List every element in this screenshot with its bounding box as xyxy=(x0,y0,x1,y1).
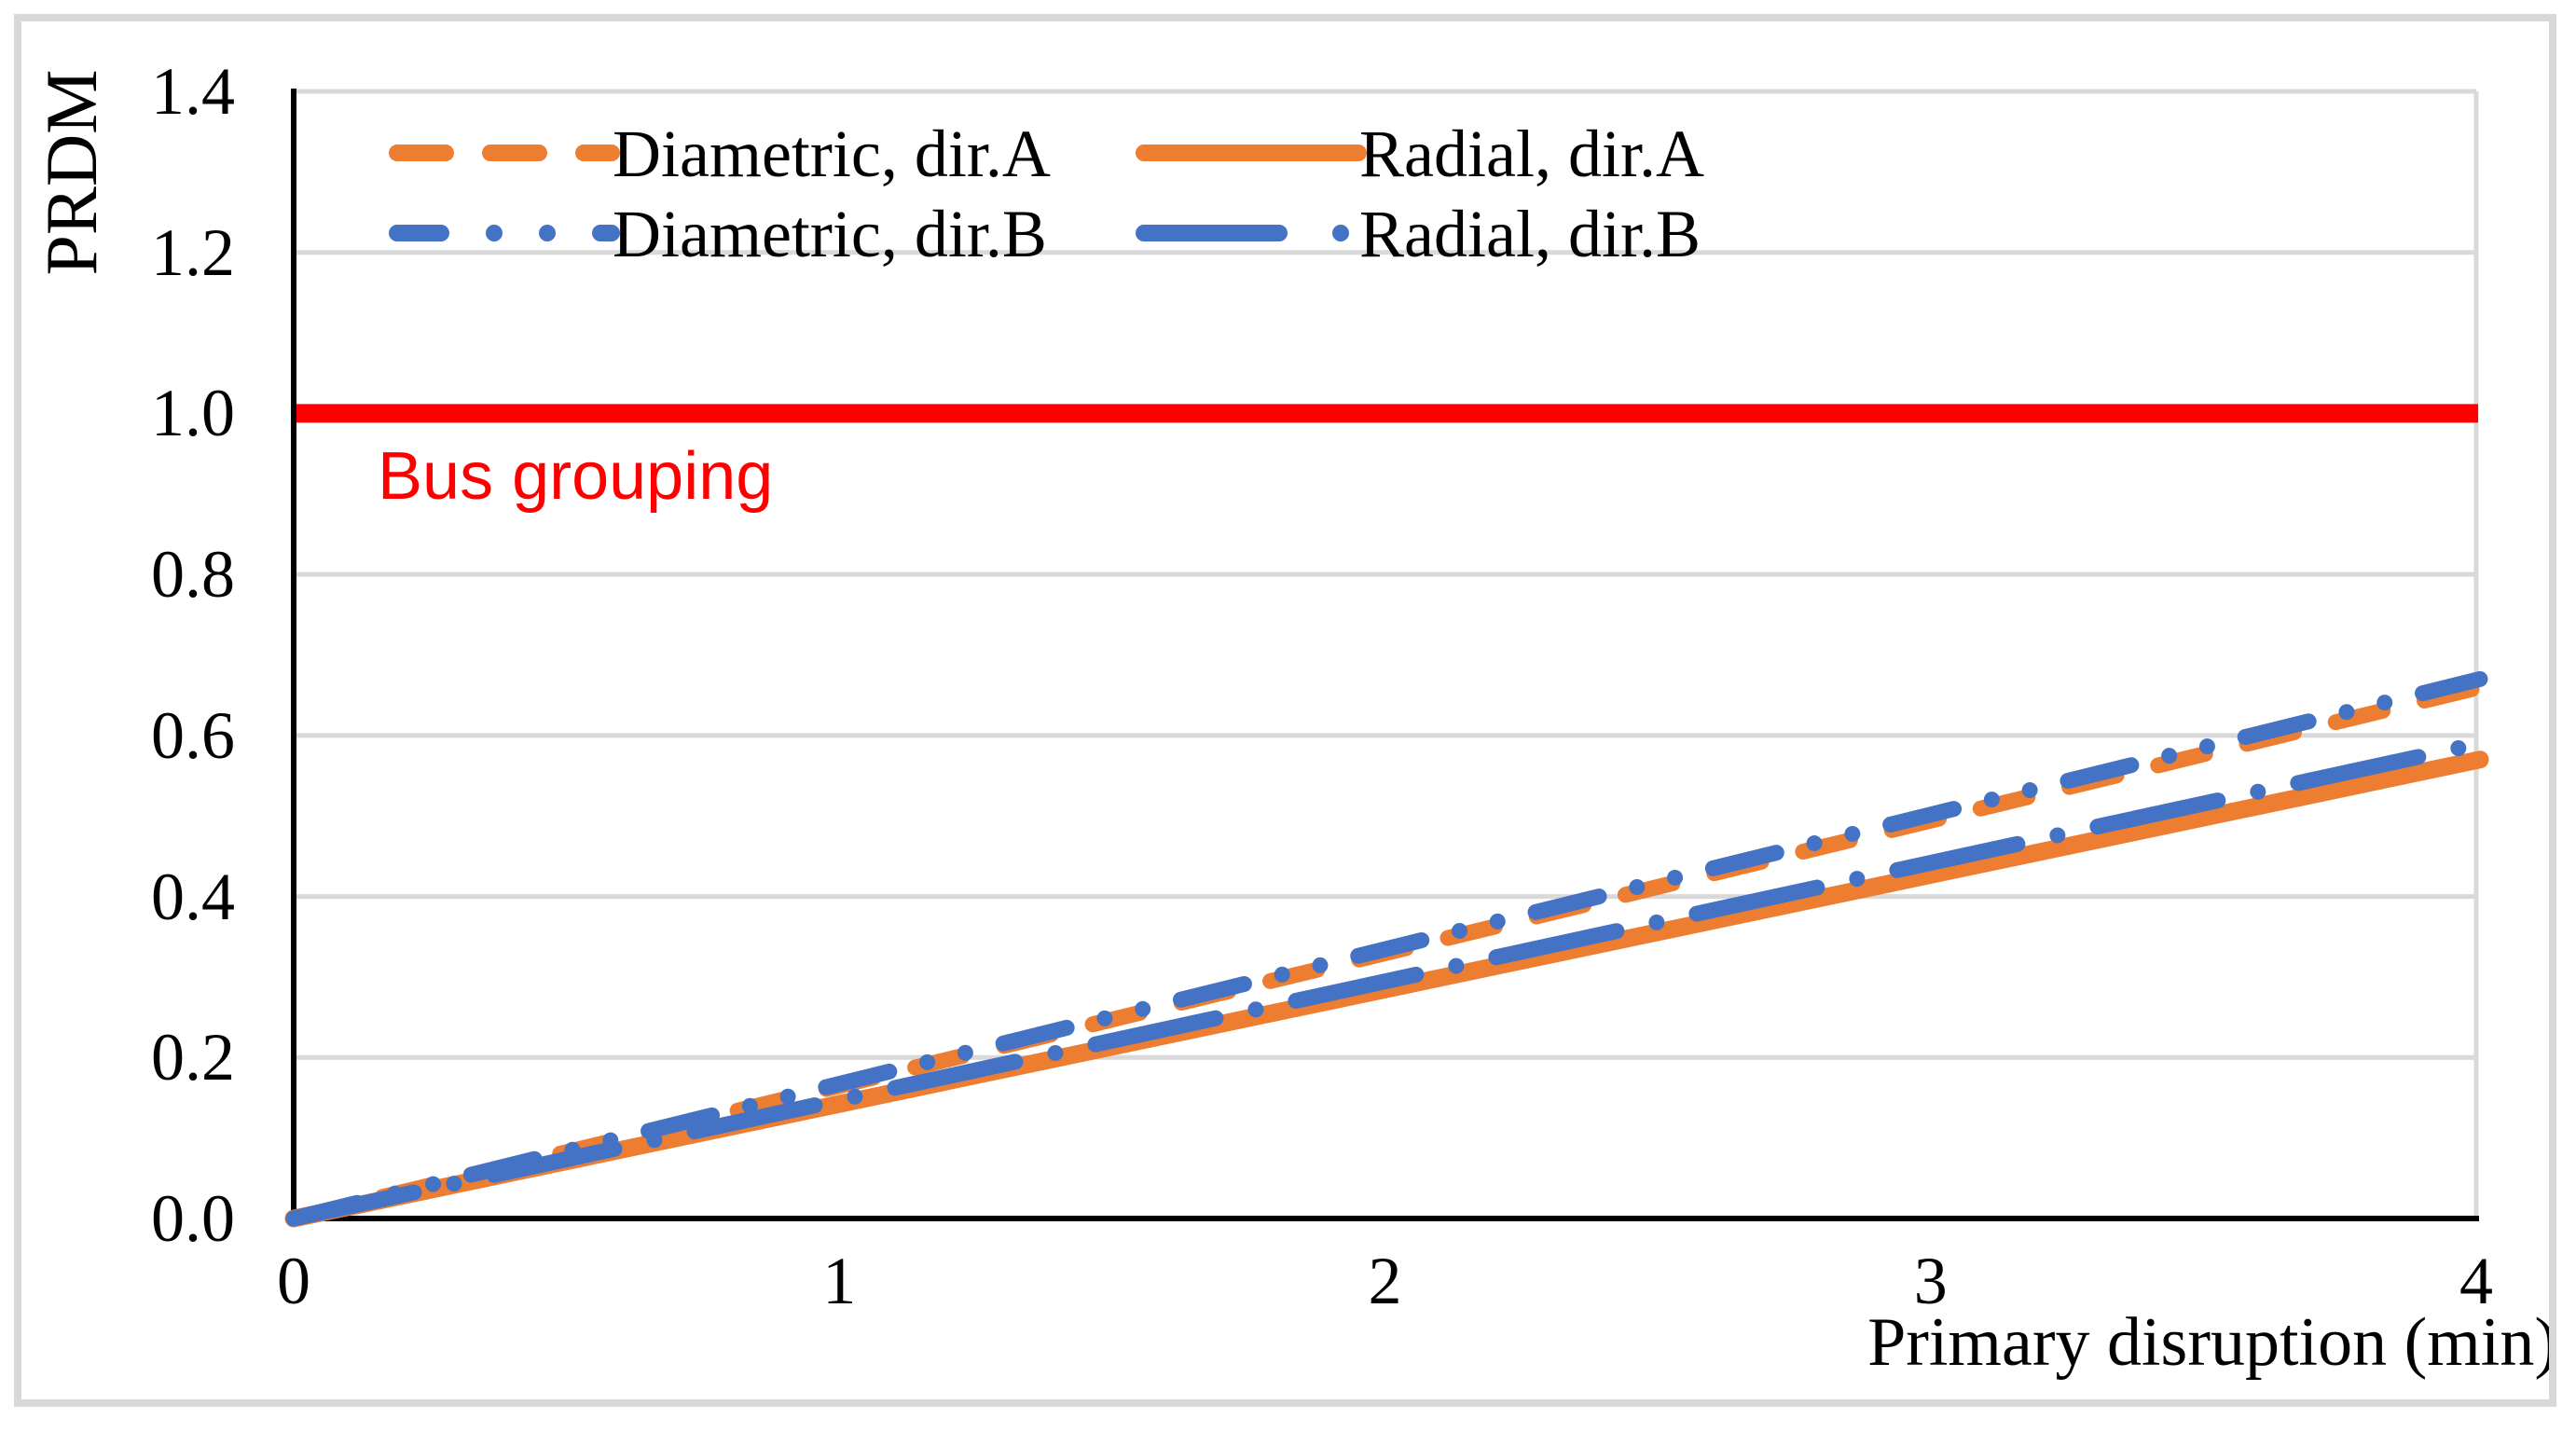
y-tick-label-0.8: 0.8 xyxy=(151,537,235,613)
x-axis-title: Primary disruption (min) xyxy=(1867,1304,2557,1381)
series-line-radial-dir-b xyxy=(285,735,2488,1227)
legend-label-radial-dir-b: Radial, dir.B xyxy=(1359,197,1701,271)
series-line-diametric-dir-b xyxy=(285,670,2488,1227)
x-tick-label-2: 2 xyxy=(1368,1244,1402,1318)
legend-swatch-radial-dir-a xyxy=(1136,145,1367,161)
y-tick-label-0.6: 0.6 xyxy=(151,697,235,773)
legend-label-diametric-dir-a: Diametric, dir.A xyxy=(613,117,1051,191)
legend-label-radial-dir-a: Radial, dir.A xyxy=(1359,117,1704,191)
legend-swatch-radial-dir-b xyxy=(1136,225,1367,241)
threshold-annotation-label: Bus grouping xyxy=(378,439,774,514)
y-tick-label-0.0: 0.0 xyxy=(151,1181,235,1256)
x-tick-label-4: 4 xyxy=(2459,1244,2493,1318)
legend-swatch-diametric-dir-a xyxy=(389,145,620,161)
y-tick-label-1.0: 1.0 xyxy=(151,376,235,451)
y-tick-label-1.4: 1.4 xyxy=(151,54,235,129)
y-tick-label-0.4: 0.4 xyxy=(151,859,235,934)
y-tick-label-0.2: 0.2 xyxy=(151,1020,235,1095)
legend-swatch-diametric-dir-b xyxy=(389,225,620,241)
x-tick-label-1: 1 xyxy=(822,1244,857,1318)
x-tick-label-3: 3 xyxy=(1913,1244,1948,1318)
y-tick-label-1.2: 1.2 xyxy=(151,214,235,290)
x-tick-label-0: 0 xyxy=(277,1244,310,1318)
legend-label-diametric-dir-b: Diametric, dir.B xyxy=(613,197,1047,271)
